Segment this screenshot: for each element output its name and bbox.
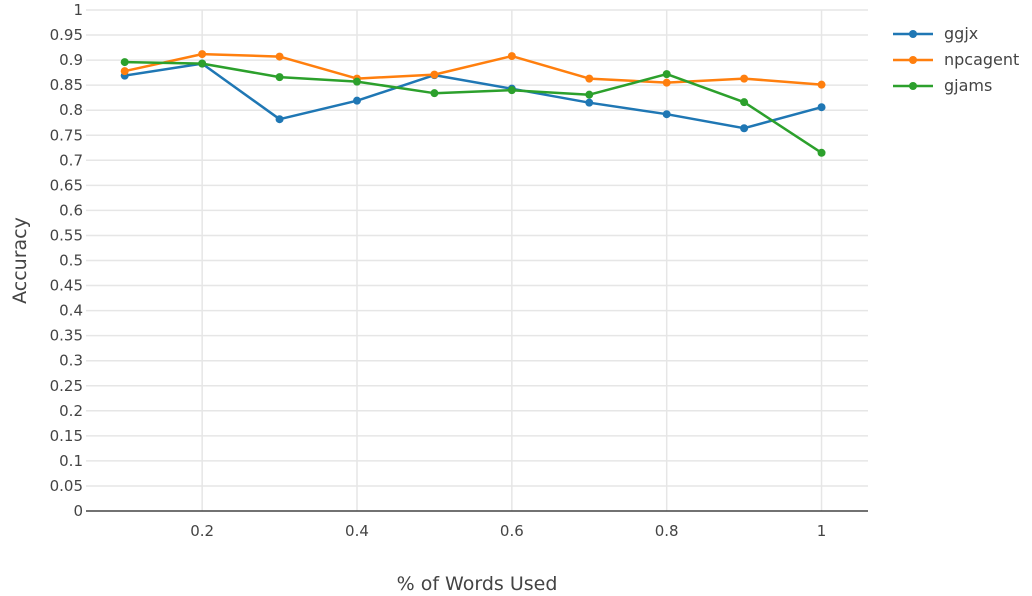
legend-marker-icon: [909, 30, 917, 38]
series-ggjx: [120, 59, 826, 133]
data-point-ggjx: [662, 110, 671, 119]
data-point-gjams: [198, 59, 207, 68]
data-point-gjams: [507, 86, 516, 95]
data-point-ggjx: [352, 96, 361, 105]
x-tick-label: 0.8: [655, 522, 679, 540]
series-line-ggjx: [124, 62, 822, 130]
x-tick-label: 0.2: [190, 522, 214, 540]
data-point-ggjx: [275, 115, 284, 124]
legend-label: npcagent: [944, 50, 1019, 69]
legend-marker-icon: [909, 82, 917, 90]
data-point-npcagent: [585, 74, 594, 83]
y-tick-label: 0.05: [50, 477, 83, 495]
x-tick-label: 1: [817, 522, 827, 540]
legend[interactable]: ggjx npcagent gjams: [893, 24, 1019, 95]
legend-label: ggjx: [944, 24, 978, 43]
data-point-npcagent: [430, 70, 439, 79]
series-line-gjams: [124, 60, 823, 154]
data-point-ggjx: [740, 124, 749, 133]
x-tick-labels: 0.2 0.4 0.6 0.8 1: [190, 522, 826, 540]
x-tick-label: 0.6: [500, 522, 524, 540]
data-point-gjams: [275, 73, 284, 82]
x-tick-label: 0.4: [345, 522, 369, 540]
series-layer: [120, 50, 826, 157]
data-point-npcagent: [275, 52, 284, 61]
x-axis-title: % of Words Used: [397, 573, 558, 595]
series-line-npcagent: [124, 52, 822, 86]
legend-marker-icon: [909, 56, 917, 64]
data-point-npcagent: [662, 78, 671, 87]
y-tick-label: 0.6: [59, 201, 83, 219]
data-point-ggjx: [817, 103, 826, 112]
data-point-gjams: [662, 70, 671, 79]
y-axis-title: Accuracy: [9, 217, 31, 304]
data-point-gjams: [430, 89, 439, 98]
y-tick-labels: 0 0.05 0.1 0.15 0.2 0.25 0.3 0.35 0.4 0.45 0.5 0.55…: [50, 1, 83, 520]
y-tick-label: 0.9: [59, 51, 83, 69]
y-tick-label: 0.35: [50, 327, 83, 345]
legend-label: gjams: [944, 76, 992, 95]
y-tick-label: 0.65: [50, 176, 83, 194]
y-tick-label: 0.7: [59, 151, 83, 169]
y-tick-label: 0.8: [59, 101, 83, 119]
y-tick-label: 0.85: [50, 76, 83, 94]
y-tick-label: 0.1: [59, 452, 83, 470]
data-point-npcagent: [740, 74, 749, 83]
y-tick-label: 0.3: [59, 352, 83, 370]
y-tick-label: 0.2: [59, 402, 83, 420]
legend-item-ggjx[interactable]: ggjx: [893, 24, 978, 43]
y-tick-label: 0: [73, 502, 83, 520]
legend-item-gjams[interactable]: gjams: [893, 76, 992, 95]
y-tick-label: 0.4: [59, 302, 83, 320]
data-point-npcagent: [817, 80, 826, 89]
y-tick-label: 0.15: [50, 427, 83, 445]
data-point-gjams: [740, 98, 749, 107]
y-tick-label: 0.5: [59, 252, 83, 270]
data-point-npcagent: [507, 52, 516, 61]
data-point-ggjx: [585, 98, 594, 107]
x-gridlines: [201, 10, 823, 511]
y-tick-label: 0.55: [50, 226, 83, 244]
legend-item-npcagent[interactable]: npcagent: [893, 50, 1019, 69]
series-gjams: [120, 58, 826, 157]
data-point-gjams: [352, 77, 361, 86]
data-point-gjams: [120, 58, 129, 67]
y-tick-label: 1: [73, 1, 83, 19]
y-gridlines: [86, 9, 868, 487]
y-tick-label: 0.75: [50, 126, 83, 144]
data-point-gjams: [817, 148, 826, 157]
data-point-npcagent: [198, 50, 207, 59]
y-tick-label: 0.45: [50, 277, 83, 295]
y-tick-label: 0.95: [50, 26, 83, 44]
data-point-npcagent: [120, 67, 129, 76]
data-point-gjams: [585, 90, 594, 99]
y-tick-label: 0.25: [50, 377, 83, 395]
